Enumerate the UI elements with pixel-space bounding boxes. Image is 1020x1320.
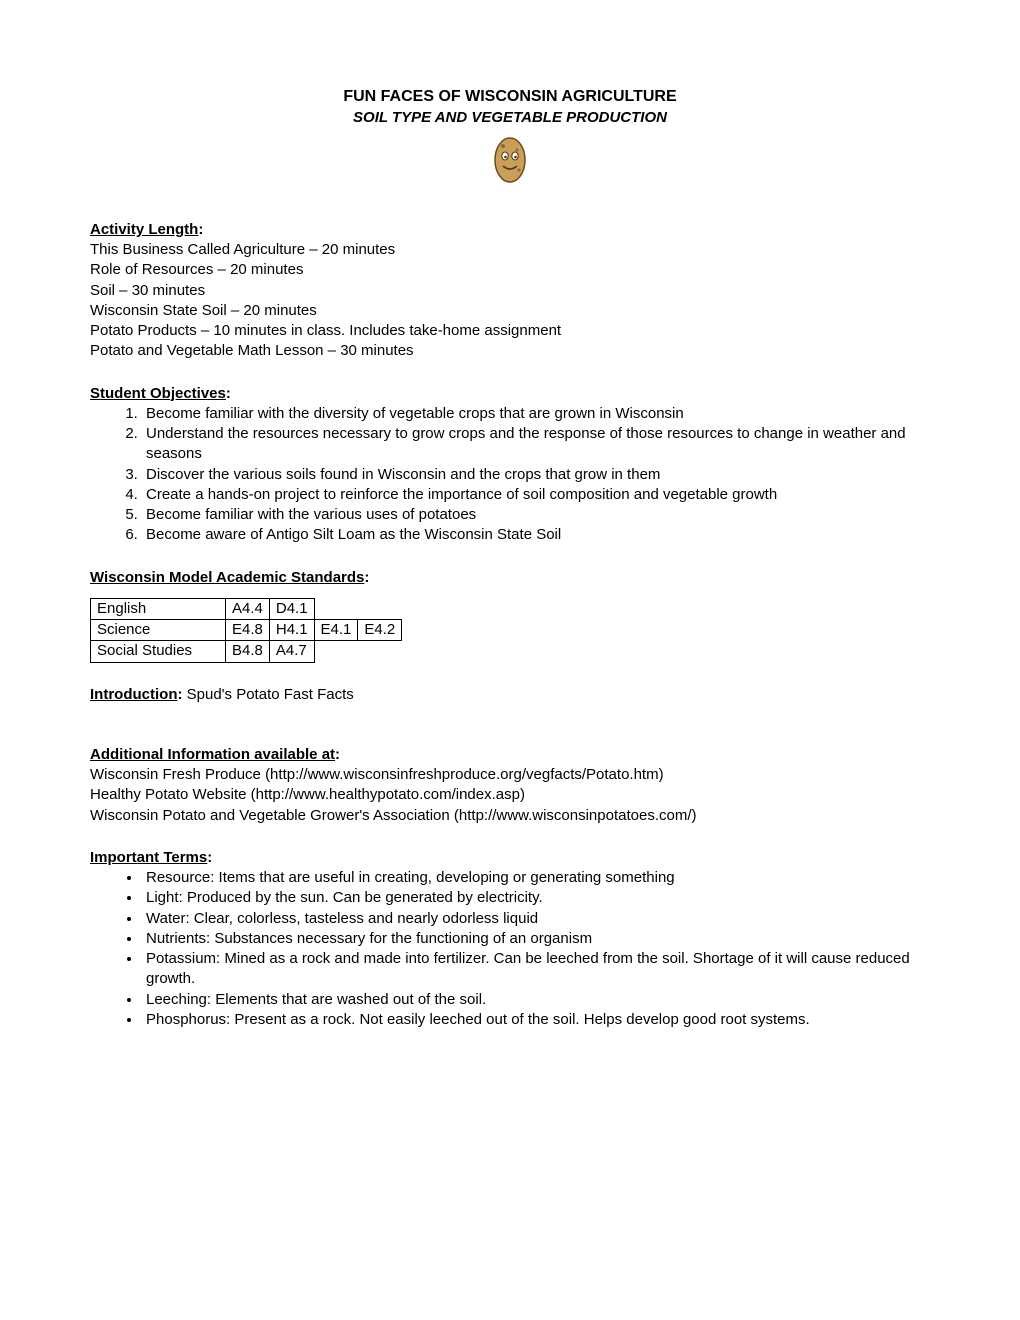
table-row: Science E4.8 H4.1 E4.1 E4.2 [91,620,402,641]
terms-section: Important Terms: Resource: Items that ar… [90,848,930,1030]
objectives-section: Student Objectives: Become familiar with… [90,384,930,546]
introduction-text: Spud's Potato Fast Facts [182,686,353,703]
document-page: FUN FACES OF WISCONSIN AGRICULTURE SOIL … [0,0,1020,1320]
standards-subject: Science [91,620,226,641]
table-row: English A4.4 D4.1 [91,598,402,619]
title-main: FUN FACES OF WISCONSIN AGRICULTURE [90,86,930,108]
standards-table: English A4.4 D4.1 Science E4.8 H4.1 E4.1… [90,598,402,663]
standards-cell-empty [358,641,402,662]
objective-item: Create a hands-on project to reinforce t… [142,485,930,505]
additional-info-item: Wisconsin Fresh Produce (http://www.wisc… [90,765,930,785]
additional-info-list: Wisconsin Fresh Produce (http://www.wisc… [90,765,930,826]
standards-cell: E4.1 [314,620,358,641]
standards-subject: Social Studies [91,641,226,662]
term-item: Nutrients: Substances necessary for the … [142,929,930,949]
standards-section: Wisconsin Model Academic Standards: Engl… [90,568,930,663]
term-item: Phosphorus: Present as a rock. Not easil… [142,1010,930,1030]
objectives-list: Become familiar with the diversity of ve… [90,404,930,546]
additional-info-item: Healthy Potato Website (http://www.healt… [90,785,930,805]
title-subtitle: SOIL TYPE AND VEGETABLE PRODUCTION [90,108,930,128]
standards-cell: B4.8 [226,641,270,662]
terms-list: Resource: Items that are useful in creat… [90,868,930,1030]
introduction-section: Introduction: Spud's Potato Fast Facts [90,685,930,705]
activity-length-list: This Business Called Agriculture – 20 mi… [90,240,930,362]
introduction-label: Introduction [90,686,177,703]
term-item: Potassium: Mined as a rock and made into… [142,949,930,990]
activity-item: Soil – 30 minutes [90,281,930,301]
additional-info-item: Wisconsin Potato and Vegetable Grower's … [90,806,930,826]
standards-cell-empty [314,641,358,662]
term-item: Light: Produced by the sun. Can be gener… [142,888,930,908]
objective-item: Discover the various soils found in Wisc… [142,465,930,485]
standards-cell: A4.7 [269,641,314,662]
term-item: Leeching: Elements that are washed out o… [142,990,930,1010]
potato-icon [489,132,531,186]
standards-cell: E4.2 [358,620,402,641]
standards-cell: H4.1 [269,620,314,641]
term-item: Water: Clear, colorless, tasteless and n… [142,909,930,929]
objective-item: Understand the resources necessary to gr… [142,424,930,465]
objective-item: Become familiar with the diversity of ve… [142,404,930,424]
activity-item: Potato Products – 10 minutes in class. I… [90,321,930,341]
activity-length-section: Activity Length: This Business Called Ag… [90,220,930,362]
additional-info-section: Additional Information available at: Wis… [90,745,930,826]
objective-item: Become aware of Antigo Silt Loam as the … [142,525,930,545]
term-item: Resource: Items that are useful in creat… [142,868,930,888]
standards-cell-empty [314,598,358,619]
objectives-label: Student Objectives [90,385,226,402]
standards-label: Wisconsin Model Academic Standards [90,569,364,586]
standards-cell-empty [358,598,402,619]
standards-cell: E4.8 [226,620,270,641]
activity-item: Potato and Vegetable Math Lesson – 30 mi… [90,341,930,361]
standards-cell: D4.1 [269,598,314,619]
objective-item: Become familiar with the various uses of… [142,505,930,525]
terms-label: Important Terms [90,849,207,866]
additional-info-label: Additional Information available at [90,746,335,763]
table-row: Social Studies B4.8 A4.7 [91,641,402,662]
activity-item: Role of Resources – 20 minutes [90,260,930,280]
title-block: FUN FACES OF WISCONSIN AGRICULTURE SOIL … [90,86,930,186]
standards-subject: English [91,598,226,619]
activity-length-label: Activity Length [90,221,198,238]
standards-cell: A4.4 [226,598,270,619]
activity-item: This Business Called Agriculture – 20 mi… [90,240,930,260]
activity-item: Wisconsin State Soil – 20 minutes [90,301,930,321]
